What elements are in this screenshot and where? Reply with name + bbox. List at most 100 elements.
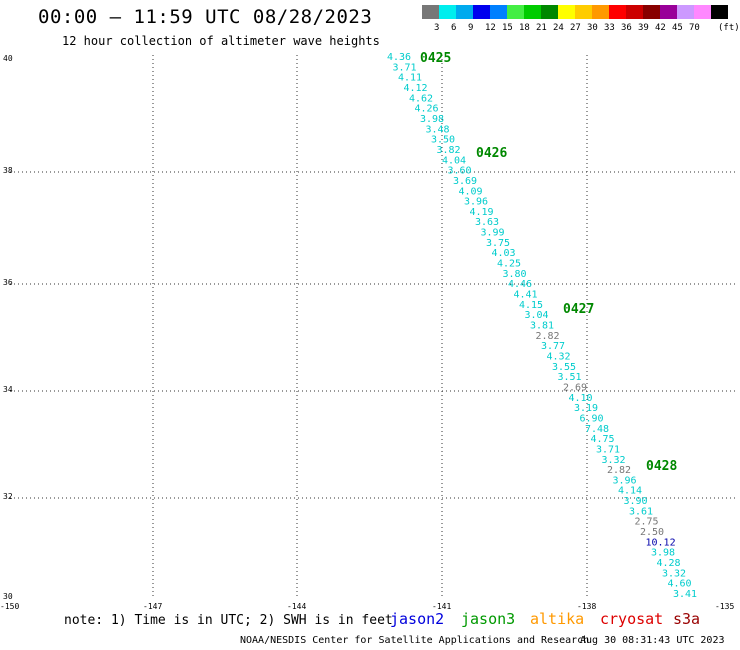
- wave-height-value: 4.41: [514, 290, 538, 301]
- legend-swatch: [456, 5, 473, 19]
- longitude-label: -144: [287, 602, 307, 611]
- wave-height-value: 3.82: [437, 145, 461, 156]
- wave-height-value: 3.98: [420, 114, 444, 125]
- legend-label: 3: [434, 23, 440, 33]
- wave-height-value: 4.15: [519, 300, 543, 311]
- legend-label: 70: [689, 23, 700, 33]
- wave-height-value: 3.69: [453, 176, 477, 187]
- legend-swatch: [439, 5, 456, 19]
- wave-height-value: 3.98: [651, 548, 675, 559]
- wave-height-value: 2.82: [536, 331, 560, 342]
- wave-height-value: 3.71: [596, 444, 620, 455]
- wave-height-value: 4.60: [668, 579, 692, 590]
- wave-height-value: 3.04: [525, 310, 549, 321]
- credit-line: NOAA/NESDIS Center for Satellite Applica…: [240, 635, 590, 646]
- legend-unit: (ft): [718, 23, 740, 33]
- wave-height-value: 4.28: [657, 558, 681, 569]
- wave-height-value: 3.19: [574, 403, 598, 414]
- longitude-label: -141: [432, 602, 452, 611]
- legend-label: 21: [536, 23, 547, 33]
- latitude-label: 30: [3, 592, 13, 601]
- wave-height-value: 3.60: [448, 166, 472, 177]
- wave-height-value: 3.51: [558, 372, 582, 383]
- wave-height-value: 3.32: [602, 455, 626, 466]
- time-mark: 0427: [563, 302, 594, 317]
- legend-swatch: [507, 5, 524, 19]
- wave-height-value: 3.96: [464, 197, 488, 208]
- generation-timestamp: Aug 30 08:31:43 UTC 2023: [580, 635, 725, 646]
- wave-height-value: 4.10: [569, 393, 593, 404]
- legend-label: 15: [502, 23, 513, 33]
- wave-height-value: 4.36: [387, 52, 411, 63]
- wave-height-value: 2.75: [635, 517, 659, 528]
- legend-swatch: [422, 5, 439, 19]
- time-mark: 0425: [420, 51, 451, 66]
- wave-height-value: 3.90: [624, 496, 648, 507]
- legend-label: 39: [638, 23, 649, 33]
- latitude-label: 34: [3, 385, 13, 394]
- legend-swatch: [575, 5, 592, 19]
- legend-swatch: [490, 5, 507, 19]
- longitude-label: -150: [0, 602, 20, 611]
- page-title: 00:00 – 11:59 UTC 08/28/2023: [38, 6, 373, 28]
- wave-height-value: 4.46: [508, 279, 532, 290]
- legend-swatch: [677, 5, 694, 19]
- wave-height-value: 4.75: [591, 434, 615, 445]
- wave-height-value: 4.19: [470, 207, 494, 218]
- legend-label: 30: [587, 23, 598, 33]
- wave-height-value: 4.32: [547, 351, 571, 362]
- wave-height-value: 4.11: [398, 73, 422, 84]
- wave-height-value: 3.63: [475, 217, 499, 228]
- latitude-label: 32: [3, 492, 13, 501]
- wave-height-value: 3.81: [530, 321, 554, 332]
- legend-label: 27: [570, 23, 581, 33]
- legend-label: 9: [468, 23, 474, 33]
- legend-label: 18: [519, 23, 530, 33]
- wave-height-value: 4.26: [415, 104, 439, 115]
- footer-note: note: 1) Time is in UTC; 2) SWH is in fe…: [64, 613, 393, 628]
- wave-height-value: 2.69: [563, 382, 587, 393]
- legend-swatch: [626, 5, 643, 19]
- wave-height-value: 7.48: [585, 424, 609, 435]
- legend-swatch: [660, 5, 677, 19]
- wave-height-value: 6.90: [580, 413, 604, 424]
- legend-label: 33: [604, 23, 615, 33]
- legend-swatch: [609, 5, 626, 19]
- map-grid: [10, 55, 735, 598]
- wave-height-value: 3.55: [552, 362, 576, 373]
- wave-height-value: 3.32: [662, 568, 686, 579]
- legend-label: 12: [485, 23, 496, 33]
- wave-height-value: 3.80: [503, 269, 527, 280]
- wave-height-value: 4.12: [404, 83, 428, 94]
- wave-height-value: 3.96: [613, 475, 637, 486]
- longitude-label: -147: [143, 602, 163, 611]
- latitude-label: 36: [3, 278, 13, 287]
- wave-height-value: 3.41: [673, 589, 697, 600]
- time-mark: 0428: [646, 459, 677, 474]
- satellite-name: jason3: [461, 610, 516, 628]
- legend-swatch: [694, 5, 711, 19]
- wave-height-value: 4.25: [497, 259, 521, 270]
- legend-swatch: [558, 5, 575, 19]
- wave-height-value: 4.03: [492, 248, 516, 259]
- legend-swatch: [524, 5, 541, 19]
- wave-height-value: 2.50: [640, 527, 664, 538]
- satellite-name: cryosat: [600, 610, 664, 628]
- legend-label: 45: [672, 23, 683, 33]
- wave-height-value: 4.09: [459, 186, 483, 197]
- wave-height-value: 3.99: [481, 228, 505, 239]
- wave-height-value: 3.50: [431, 135, 455, 146]
- wave-height-value: 2.82: [607, 465, 631, 476]
- time-marks: 0425 0426 0427 0428: [420, 51, 677, 474]
- wave-height-value: 4.04: [442, 155, 466, 166]
- latitude-label: 40: [3, 54, 13, 63]
- legend-label: 6: [451, 23, 457, 33]
- wave-height-value: 10.12: [646, 537, 676, 548]
- legend-swatch: [711, 5, 728, 19]
- wave-height-value: 3.71: [393, 62, 417, 73]
- legend-swatch: [592, 5, 609, 19]
- wave-height-value: 3.61: [629, 506, 653, 517]
- wave-height-value: 3.77: [541, 341, 565, 352]
- altimeter-track: 4.363.714.114.124.624.263.983.483.503.82…: [387, 52, 697, 600]
- wave-height-value: 3.48: [426, 124, 450, 135]
